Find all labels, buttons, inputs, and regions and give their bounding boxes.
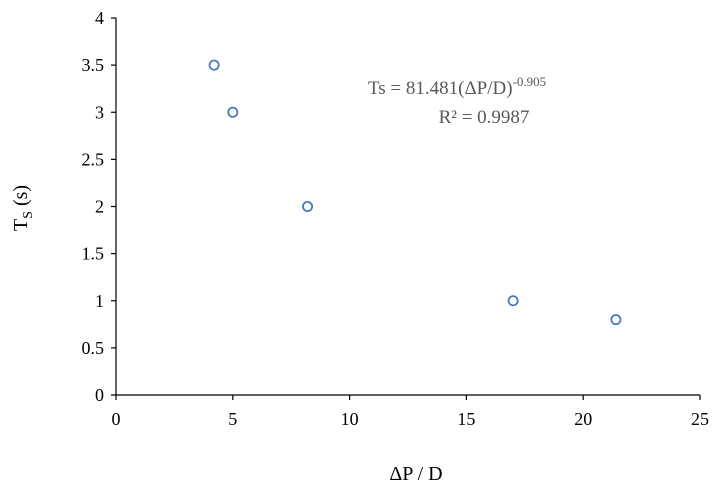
y-axis-title-subscript: S (21, 211, 36, 219)
y-tick-label: 1 (95, 291, 104, 311)
y-tick-label: 1.5 (82, 244, 105, 264)
y-axis-title: TS (s) (10, 185, 36, 231)
y-axis-title-unit: (s) (10, 185, 32, 211)
r-squared-label: R² = 0.9987 (439, 107, 530, 128)
x-tick-label: 25 (691, 409, 709, 429)
y-tick-label: 0 (95, 385, 104, 405)
x-tick-label: 10 (341, 409, 359, 429)
trendline-equation: Ts = 81.481(ΔP/D)-0.905 (368, 74, 546, 99)
trendline-equation-exponent: -0.905 (513, 74, 547, 89)
y-tick-label: 3.5 (82, 55, 105, 75)
y-tick-label: 2.5 (82, 149, 105, 169)
data-point-marker (507, 295, 519, 307)
tick-labels: 0 0.5 1 1.5 2 2.5 3 3.5 4 0 5 10 15 20 25 (82, 8, 710, 429)
x-tick-label: 5 (228, 409, 237, 429)
data-point-marker (227, 106, 239, 118)
data-point (610, 314, 622, 326)
x-tick-label: 15 (457, 409, 475, 429)
data-points (208, 59, 622, 326)
x-axis-title: ΔP / D (389, 463, 442, 485)
trendline-equation-base: Ts = 81.481(ΔP/D) (368, 78, 513, 99)
x-tick-label: 20 (574, 409, 592, 429)
x-tick-label: 0 (112, 409, 121, 429)
data-point (302, 200, 314, 212)
data-point (208, 59, 220, 71)
data-point-marker (302, 200, 314, 212)
axes (111, 17, 701, 400)
y-tick-label: 4 (95, 8, 104, 28)
y-axis-title-main: T (10, 219, 32, 231)
y-tick-label: 0.5 (82, 338, 105, 358)
data-point (227, 106, 239, 118)
data-point-marker (208, 59, 220, 71)
y-tick-label: 2 (95, 197, 104, 217)
data-point-marker (610, 314, 622, 326)
data-point (507, 295, 519, 307)
y-tick-label: 3 (95, 102, 104, 122)
